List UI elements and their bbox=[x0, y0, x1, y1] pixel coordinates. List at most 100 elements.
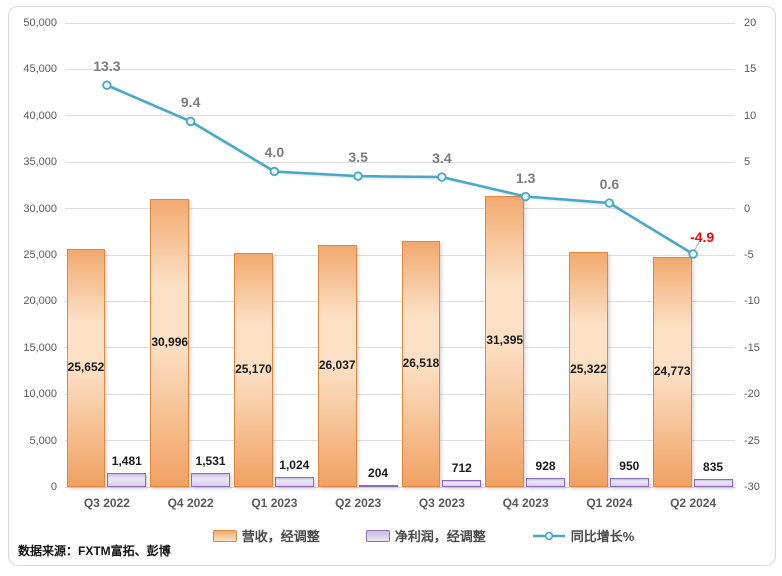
revenue-bar bbox=[569, 252, 608, 487]
growth-line bbox=[106, 84, 694, 256]
revenue-bar bbox=[485, 195, 525, 487]
growth-point-label: 9.4 bbox=[180, 94, 201, 111]
profit-bar-label: 950 bbox=[619, 459, 640, 474]
label-leader-line bbox=[693, 241, 700, 252]
growth-point-label: 4.0 bbox=[264, 144, 285, 161]
profit-bar bbox=[274, 477, 314, 487]
legend-item-1: 净利润，经调整 bbox=[365, 526, 486, 545]
profit-bar bbox=[609, 478, 649, 487]
right-axis-tick: -10 bbox=[744, 295, 760, 308]
profit-bar-label: 1,024 bbox=[279, 458, 310, 473]
gridline bbox=[65, 254, 735, 256]
right-axis-tick: -5 bbox=[744, 249, 754, 261]
revenue-bar bbox=[150, 199, 190, 487]
revenue-bar bbox=[652, 257, 692, 487]
left-axis-tick: 15,000 bbox=[23, 341, 57, 354]
profit-bar-label: 1,531 bbox=[195, 453, 226, 468]
gridline bbox=[65, 393, 735, 395]
legend-item-2: 同比增长% bbox=[532, 526, 634, 545]
right-axis-tick: -15 bbox=[744, 341, 760, 354]
x-axis-label: Q1 2023 bbox=[251, 496, 298, 510]
profit-bar-label: 928 bbox=[535, 459, 556, 474]
x-axis-label: Q4 2023 bbox=[502, 496, 549, 510]
revenue-bar bbox=[66, 248, 106, 487]
left-axis-tick: 40,000 bbox=[23, 109, 57, 122]
growth-point-marker bbox=[437, 172, 447, 182]
x-axis-label: Q1 2024 bbox=[586, 496, 633, 510]
revenue-bar bbox=[317, 245, 357, 487]
left-axis-tick: 5,000 bbox=[29, 434, 57, 447]
gridline bbox=[65, 300, 735, 302]
profit-bar-label: 835 bbox=[703, 460, 724, 475]
right-axis-tick: 20 bbox=[744, 17, 757, 29]
revenue-bar bbox=[234, 253, 273, 487]
legend-marker-glyph bbox=[544, 531, 553, 540]
profit-bar bbox=[107, 473, 147, 487]
revenue-bar-label: 25,322 bbox=[570, 361, 607, 376]
x-axis-label: Q3 2023 bbox=[418, 496, 465, 510]
gridline bbox=[65, 486, 735, 488]
growth-point-label: 13.3 bbox=[93, 58, 121, 75]
legend-swatch-bar bbox=[212, 529, 237, 542]
x-axis-label: Q2 2024 bbox=[670, 496, 717, 510]
source-note: 数据来源：FXTM富拓、彭博 bbox=[18, 544, 171, 558]
profit-bar-label: 204 bbox=[368, 466, 389, 481]
left-axis-tick: 35,000 bbox=[23, 156, 57, 169]
growth-point-label: 3.4 bbox=[432, 150, 452, 167]
gridline bbox=[65, 347, 735, 349]
growth-point-marker bbox=[353, 171, 363, 181]
profit-bar bbox=[693, 479, 733, 487]
revenue-bar bbox=[401, 240, 441, 487]
right-axis-tick: 15 bbox=[744, 63, 757, 76]
legend-label: 净利润，经调整 bbox=[394, 529, 486, 544]
gridline bbox=[65, 68, 735, 70]
left-axis-tick: 50,000 bbox=[23, 17, 57, 29]
profit-bar-label: 712 bbox=[451, 461, 472, 476]
legend-label: 营收，经调整 bbox=[241, 529, 320, 544]
gridline bbox=[65, 208, 735, 210]
left-axis-tick: 30,000 bbox=[23, 202, 57, 215]
profit-bar bbox=[191, 472, 230, 487]
growth-point-label: 1.3 bbox=[515, 169, 536, 186]
gridline bbox=[65, 440, 735, 442]
left-axis-tick: 0 bbox=[50, 481, 57, 493]
right-axis-tick: -30 bbox=[744, 481, 760, 493]
x-axis-label: Q4 2022 bbox=[167, 496, 214, 510]
x-axis-label: Q2 2023 bbox=[335, 496, 382, 510]
right-axis-tick: 0 bbox=[744, 202, 751, 215]
profit-bar-label: 1,481 bbox=[111, 454, 142, 469]
right-axis-tick: 5 bbox=[744, 156, 751, 169]
profit-bar bbox=[358, 485, 398, 488]
growth-point-marker bbox=[604, 198, 615, 208]
right-axis-tick: -20 bbox=[744, 388, 760, 401]
left-axis-tick: 10,000 bbox=[23, 388, 57, 401]
left-axis-tick: 25,000 bbox=[23, 249, 57, 261]
growth-point-marker bbox=[688, 249, 698, 259]
growth-point-marker bbox=[102, 80, 112, 90]
gridline bbox=[65, 115, 735, 117]
growth-point-marker bbox=[520, 191, 531, 202]
legend-item-0: 营收，经调整 bbox=[212, 526, 320, 545]
right-axis-tick: 10 bbox=[744, 109, 757, 122]
gridline bbox=[65, 22, 735, 24]
legend: 营收，经调整 净利润，经调整 同比增长% bbox=[65, 526, 782, 545]
growth-point-marker bbox=[269, 166, 280, 177]
growth-point-label: -4.9 bbox=[690, 229, 715, 246]
growth-point-label: 3.5 bbox=[348, 149, 368, 166]
revenue-bar-label: 30,996 bbox=[151, 335, 189, 350]
revenue-bar-label: 31,395 bbox=[486, 333, 524, 348]
revenue-bar-label: 26,518 bbox=[402, 355, 440, 370]
right-axis-tick: -25 bbox=[744, 434, 760, 447]
legend-swatch-line bbox=[532, 531, 565, 540]
x-axis-label: Q3 2022 bbox=[83, 496, 130, 510]
profit-bar bbox=[526, 478, 565, 487]
revenue-bar-label: 24,773 bbox=[653, 364, 691, 379]
left-axis-tick: 45,000 bbox=[23, 63, 57, 76]
revenue-bar-label: 26,037 bbox=[318, 358, 356, 373]
legend-swatch-bar bbox=[365, 529, 390, 542]
left-axis-tick: 20,000 bbox=[23, 295, 57, 308]
revenue-bar-label: 25,170 bbox=[235, 362, 272, 377]
gridline bbox=[65, 161, 735, 163]
